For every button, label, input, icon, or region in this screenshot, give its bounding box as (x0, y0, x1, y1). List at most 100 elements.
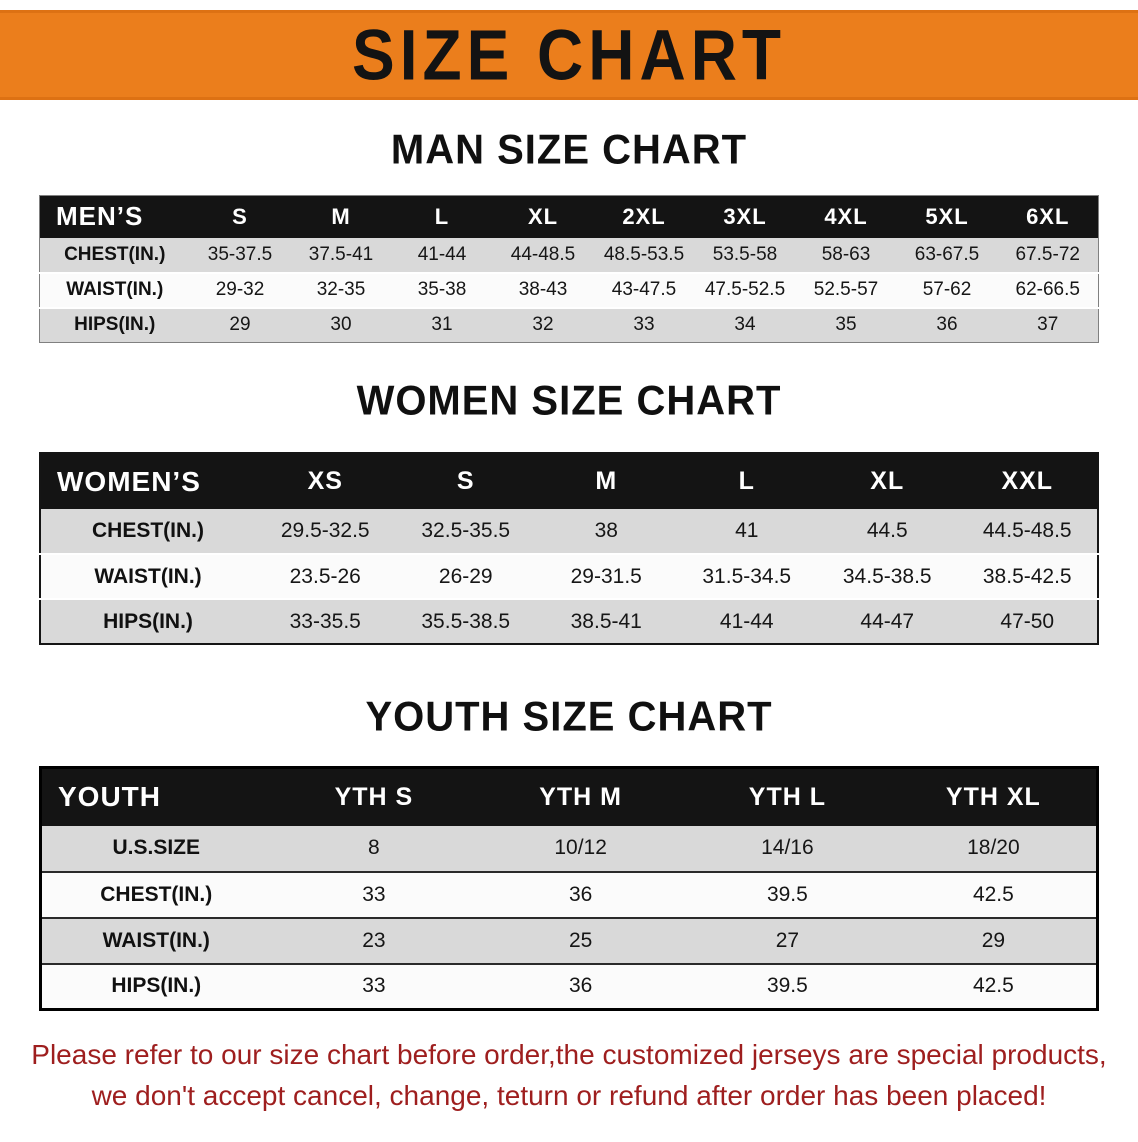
size-value: 44-47 (860, 609, 915, 633)
size-value: 43-47.5 (611, 279, 677, 300)
size-value: 32-35 (316, 279, 366, 300)
size-value: 44-48.5 (510, 243, 576, 265)
measurement-label: WAIST(IN.) (66, 279, 164, 300)
table-group-label: MEN’S (39, 195, 190, 238)
size-value: 57-62 (922, 279, 972, 300)
size-column-header: 3XL (694, 195, 796, 238)
measurement-label: CHEST(IN.) (100, 882, 213, 906)
size-value: 29-32 (215, 279, 265, 300)
measurement-row: WAIST(IN.) 29-32 32-35 35-38 38-43 43-47.5 47.… (39, 272, 1099, 308)
size-value: 29 (229, 314, 251, 336)
measurement-row: CHEST(IN.) 35-37.5 37.5-41 41-44 44-48.5 48.5… (39, 237, 1099, 273)
size-column-header: YTH M (477, 767, 684, 826)
measurement-label: U.S.SIZE (112, 836, 201, 859)
size-value: 67.5-72 (1015, 243, 1080, 265)
measurement-label: HIPS(IN.) (111, 974, 202, 998)
size-value: 63-67.5 (914, 243, 980, 265)
measurement-row: HIPS(IN.) 33 36 39.5 42.5 (40, 963, 1098, 1010)
size-header-row: YOUTH YTH S YTH M YTH L YTH XL (40, 767, 1098, 826)
size-column-header: S (189, 195, 291, 238)
size-value: 36 (568, 882, 593, 906)
size-value: 38-43 (518, 279, 568, 300)
size-value: 32.5-35.5 (421, 519, 511, 542)
size-value: 52.5-57 (813, 279, 879, 300)
size-value: 14/16 (761, 836, 814, 859)
size-value: 41-44 (719, 609, 774, 633)
size-column-header: XL (817, 453, 958, 509)
size-value: 34.5-38.5 (842, 564, 932, 588)
size-value: 35.5-38.5 (421, 609, 511, 633)
size-value: 35-37.5 (207, 243, 273, 265)
size-value: 18/20 (967, 836, 1020, 859)
size-value: 26-29 (438, 564, 493, 588)
size-value: 35-38 (417, 279, 467, 300)
size-value: 39.5 (766, 974, 808, 998)
size-column-header: M (290, 195, 392, 238)
size-column-header: S (395, 453, 536, 509)
size-value: 29.5-32.5 (280, 519, 370, 542)
size-column-header: 5XL (896, 195, 998, 238)
size-column-header: YTH L (684, 767, 891, 826)
size-value: 23 (362, 928, 386, 952)
table-group-label: WOMEN’S (40, 453, 255, 509)
women-size-table: WOMEN’S XS S M L XL XXL CHEST(IN.) 29.5-32.5 32.5… (39, 452, 1099, 645)
measurement-label: HIPS(IN.) (103, 609, 193, 633)
size-value: 62-66.5 (1015, 279, 1080, 300)
size-column-header: XL (492, 195, 594, 238)
size-value: 29-31.5 (570, 564, 642, 588)
size-column-header: XXL (957, 453, 1098, 509)
size-value: 35 (835, 314, 857, 336)
size-value: 31 (431, 314, 453, 336)
size-value: 48.5-53.5 (603, 243, 685, 265)
measurement-label: WAIST(IN.) (94, 564, 202, 588)
size-value: 32 (532, 314, 554, 336)
size-value: 31.5-34.5 (702, 564, 792, 588)
size-value: 38 (594, 519, 618, 542)
size-column-header: XS (255, 453, 396, 509)
size-value: 37 (1037, 314, 1059, 336)
size-value: 33 (362, 974, 386, 998)
size-value: 58-63 (821, 243, 871, 265)
size-value: 38.5-42.5 (982, 564, 1072, 588)
measurement-row: HIPS(IN.) 33-35.5 35.5-38.5 38.5-41 41-44 44-… (40, 599, 1098, 644)
size-value: 34 (734, 314, 756, 336)
size-column-header: YTH S (270, 767, 478, 826)
size-column-header: L (391, 195, 493, 238)
measurement-row: HIPS(IN.) 29 30 31 32 33 34 35 36 37 (39, 307, 1099, 343)
measurement-row: WAIST(IN.) 23 25 27 29 (40, 917, 1098, 964)
table-group-label: YOUTH (40, 767, 271, 826)
measurement-row: U.S.SIZE 8 10/12 14/16 18/20 (40, 825, 1098, 872)
size-header-row: MEN’S S M L XL 2XL 3XL 4XL 5XL 6XL (39, 195, 1099, 238)
size-value: 30 (330, 314, 352, 336)
size-value: 29 (981, 928, 1006, 952)
measurement-label: WAIST(IN.) (102, 928, 210, 952)
size-value: 8 (368, 836, 380, 859)
size-value: 47.5-52.5 (704, 279, 786, 300)
size-value: 33-35.5 (289, 609, 361, 633)
size-value: 47-50 (1000, 609, 1055, 633)
size-value: 42.5 (972, 882, 1014, 906)
size-chart-banner: SIZE CHART (0, 10, 1138, 100)
size-column-header: 6XL (997, 195, 1099, 238)
size-value: 53.5-58 (712, 243, 778, 265)
size-column-header: 4XL (795, 195, 897, 238)
size-value: 33 (633, 314, 655, 336)
notice-line-1: Please refer to our size chart before or… (31, 1039, 1107, 1070)
measurement-label: CHEST(IN.) (64, 243, 166, 265)
notice-line-2: we don't accept cancel, change, teturn o… (91, 1079, 1047, 1111)
measurement-label: HIPS(IN.) (74, 314, 156, 336)
page-title: SIZE CHART (352, 14, 786, 96)
size-chart-page: SIZE CHART MAN SIZE CHART MEN’S S M L XL 2XL 3… (0, 10, 1138, 1116)
size-value: 42.5 (972, 974, 1014, 998)
men-size-section: MAN SIZE CHART MEN’S S M L XL 2XL 3XL 4XL 5XL 6XL… (0, 126, 1138, 343)
order-notice: Please refer to our size chart before or… (0, 1035, 1138, 1116)
size-value: 36 (568, 974, 593, 998)
women-section-title: WOMEN SIZE CHART (356, 377, 782, 425)
size-value: 41-44 (417, 243, 467, 265)
men-section-title: MAN SIZE CHART (390, 126, 748, 174)
measurement-row: WAIST(IN.) 23.5-26 26-29 29-31.5 31.5-34.5 34… (40, 554, 1098, 599)
size-value: 23.5-26 (289, 564, 361, 588)
measurement-row: CHEST(IN.) 33 36 39.5 42.5 (40, 871, 1098, 918)
size-column-header: L (676, 453, 817, 509)
men-size-table: MEN’S S M L XL 2XL 3XL 4XL 5XL 6XL CHEST(IN.) 35-37… (39, 195, 1099, 343)
